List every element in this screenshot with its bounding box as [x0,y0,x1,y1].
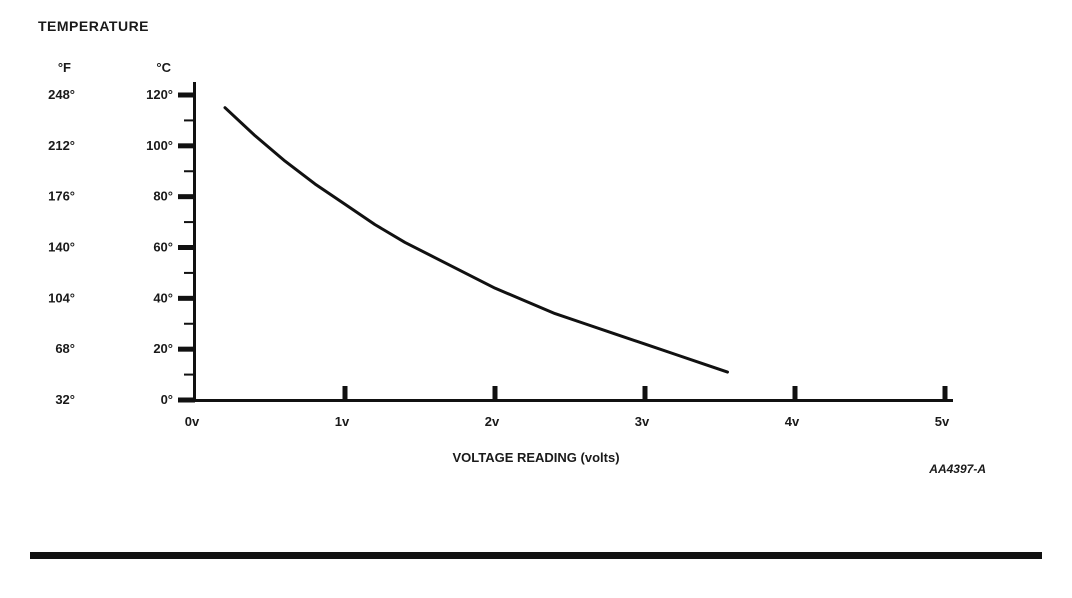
x-axis-line [193,399,953,402]
y-major-tick [178,194,195,200]
temperature-voltage-curve [223,106,729,374]
figure-code: AA4397-A [929,462,986,476]
y-major-tick [178,245,195,250]
y-tick-label-fahrenheit: 248° [48,87,75,102]
y-tick-label-celsius: 80° [153,189,173,204]
fahrenheit-unit-header: °F [58,60,71,75]
temperature-voltage-chart: 120° 248° 100° 212° 80° 176° 60° 140° 40° 104° 20°… [48,60,953,429]
y-tick-label-fahrenheit: 32° [55,392,75,407]
y-major-tick [178,295,195,301]
x-tick-label: 3v [635,414,650,429]
y-tick-label-celsius: 0° [161,392,173,407]
y-minor-tick [184,322,195,325]
celsius-unit-header: °C [156,60,171,75]
x-tick [942,386,948,400]
x-tick-label: 2v [485,414,500,429]
x-tick [792,386,798,400]
y-tick-label-celsius: 40° [153,290,173,305]
y-minor-tick [184,373,195,376]
bottom-divider [30,552,1042,559]
x-tick-label: 0v [185,414,200,429]
y-minor-tick [184,221,195,224]
y-tick-label-celsius: 120° [146,87,173,102]
y-tick-label-celsius: 20° [153,341,173,356]
y-minor-tick [184,119,195,122]
y-tick-label-fahrenheit: 212° [48,138,75,153]
y-tick-label-fahrenheit: 104° [48,290,75,305]
y-tick-label-fahrenheit: 68° [55,341,75,356]
y-major-tick [178,397,195,403]
x-tick [342,386,348,400]
y-minor-tick [184,170,195,173]
y-axis-line [193,82,196,402]
x-tick-label: 5v [935,414,950,429]
y-tick-label-celsius: 60° [153,240,173,255]
y-minor-tick [184,271,195,274]
x-tick-label: 4v [785,414,800,429]
y-tick-label-fahrenheit: 176° [48,189,75,204]
y-major-tick [178,143,195,149]
x-tick-label: 1v [335,414,350,429]
x-axis-label: VOLTAGE READING (volts) [452,450,620,465]
x-tick [492,386,498,400]
y-tick-label-celsius: 100° [146,138,173,153]
chart-title: TEMPERATURE [38,18,150,34]
x-tick [642,386,648,400]
y-major-tick [178,346,195,352]
y-tick-label-fahrenheit: 140° [48,240,75,255]
y-major-tick [178,92,195,98]
